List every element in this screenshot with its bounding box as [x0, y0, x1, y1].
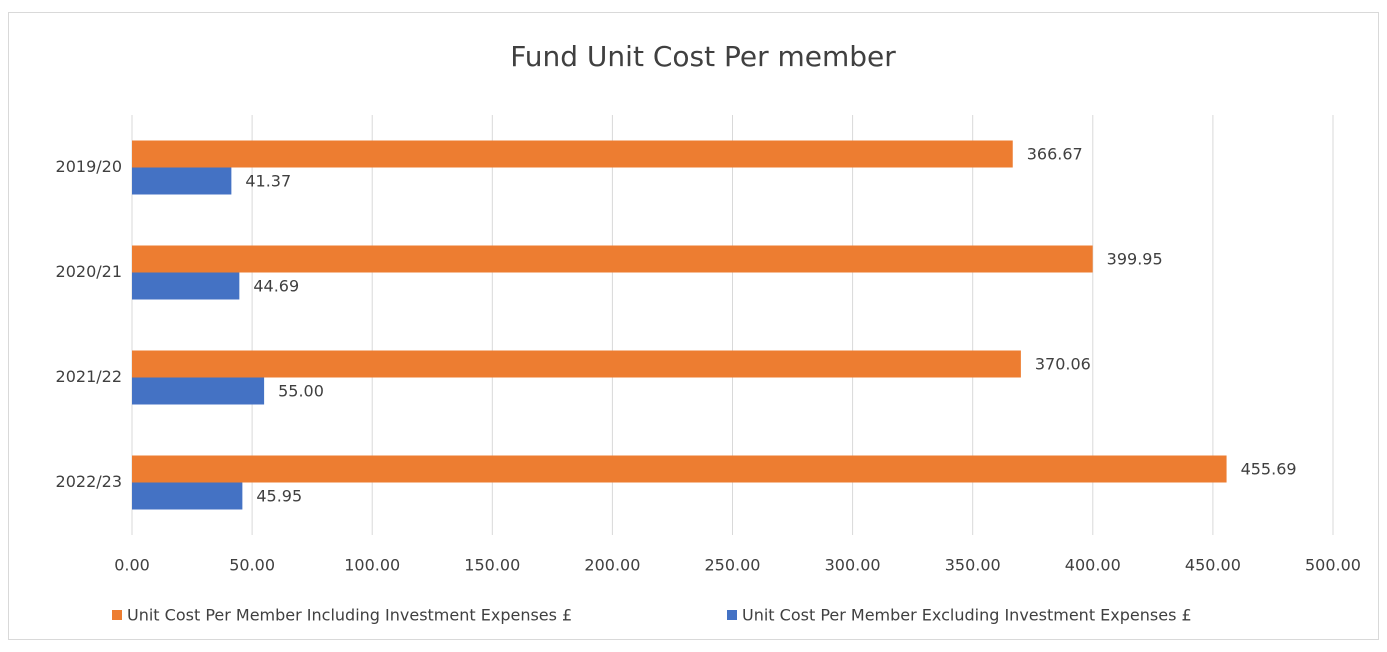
- data-label: 370.06: [1035, 355, 1091, 374]
- bar: [132, 167, 232, 195]
- y-tick-label: 2020/21: [56, 262, 122, 281]
- bar: [132, 377, 265, 405]
- x-tick-label: 100.00: [344, 556, 400, 575]
- x-tick-label: 50.00: [229, 556, 275, 575]
- y-tick-label: 2019/20: [56, 157, 122, 176]
- x-tick-label: 150.00: [464, 556, 520, 575]
- x-tick-label: 0.00: [114, 556, 150, 575]
- data-label: 455.69: [1241, 460, 1297, 479]
- data-label: 399.95: [1107, 250, 1163, 269]
- data-label: 45.95: [256, 487, 302, 506]
- chart-border: [8, 12, 1379, 640]
- bar: [132, 272, 240, 300]
- legend-label: Unit Cost Per Member Including Investmen…: [127, 606, 572, 625]
- x-tick-label: 450.00: [1185, 556, 1241, 575]
- bar: [132, 482, 243, 510]
- x-tick-label: 500.00: [1305, 556, 1361, 575]
- data-label: 41.37: [245, 172, 291, 191]
- bar: [132, 140, 1013, 168]
- y-tick-label: 2022/23: [56, 472, 122, 491]
- data-label: 55.00: [278, 382, 324, 401]
- bar: [132, 350, 1021, 378]
- x-tick-label: 400.00: [1065, 556, 1121, 575]
- legend-label: Unit Cost Per Member Excluding Investmen…: [742, 606, 1192, 625]
- legend-swatch: [112, 610, 122, 620]
- x-tick-label: 350.00: [945, 556, 1001, 575]
- x-tick-label: 250.00: [705, 556, 761, 575]
- x-tick-label: 300.00: [825, 556, 881, 575]
- y-tick-label: 2021/22: [56, 367, 122, 386]
- data-label: 44.69: [253, 277, 299, 296]
- chart-title: Fund Unit Cost Per member: [510, 40, 896, 73]
- legend-swatch: [727, 610, 737, 620]
- bar: [132, 245, 1093, 273]
- bar: [132, 455, 1227, 483]
- data-label: 366.67: [1027, 145, 1083, 164]
- x-tick-label: 200.00: [584, 556, 640, 575]
